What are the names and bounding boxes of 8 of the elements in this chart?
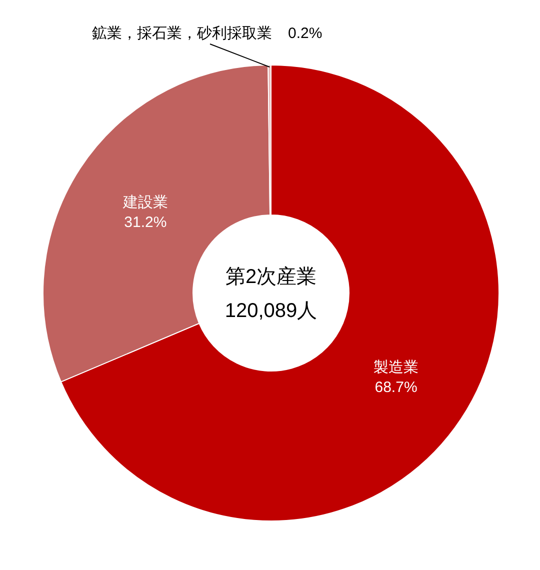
data-label: 31.2%	[124, 214, 167, 231]
slice-label: 製造業	[374, 358, 419, 376]
text: 第2次産業	[225, 266, 317, 288]
slice-label: 鉱業，採石業，砂利採取業	[92, 25, 272, 42]
slice-label: 建設業	[122, 194, 168, 211]
text: 120,089人	[224, 300, 318, 322]
data-label: 0.2%	[288, 25, 322, 42]
data-label: 68.7%	[374, 378, 418, 396]
